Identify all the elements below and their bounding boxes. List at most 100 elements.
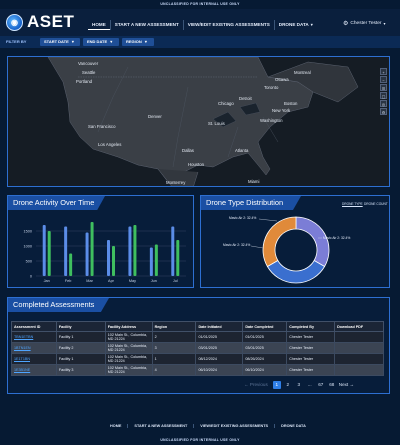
column-header[interactable]: Region (151, 321, 197, 332)
column-header[interactable]: Date Initiated (195, 321, 244, 332)
assessments-table: Assessment ID Facility Facility Address … (11, 321, 384, 376)
assessment-id-cell[interactable]: 1E3B1NE (11, 364, 57, 376)
map-panel[interactable]: Vancouver Seattle Portland San Francisco… (7, 56, 390, 187)
nav-drone-data[interactable]: DRONE DATA ▾ (273, 20, 317, 30)
footer: HOME START A NEW ASSESSMENT VIEW/EDIT EX… (0, 418, 400, 436)
y-tick-label: 0 (30, 274, 32, 278)
next-page-label: Next (338, 382, 349, 387)
address-line-1: 102 Main St., Columbia, (107, 354, 148, 359)
region-cell: 4 (151, 364, 197, 376)
completed-by-cell: Chester Tester (286, 364, 336, 376)
column-header[interactable]: Completed By (286, 321, 336, 332)
x-tick-label: Apr (108, 279, 115, 283)
bar (69, 253, 73, 276)
address-line-1: 102 Main St., Columbia, (107, 332, 148, 337)
main-nav: HOME START A NEW ASSESSMENT VIEW/EDIT EX… (88, 20, 317, 30)
x-tick-label: Mar (86, 279, 93, 283)
city-label: Atlanta (235, 148, 249, 153)
footer-nav-drone-data[interactable]: DRONE DATA (274, 424, 312, 428)
nav-drone-data-label: DRONE DATA (278, 22, 309, 27)
footer-nav: HOME START A NEW ASSESSMENT VIEW/EDIT EX… (104, 424, 312, 428)
previous-page-button[interactable]: ← Previous (244, 382, 268, 387)
download-pdf-cell[interactable] (334, 364, 384, 376)
bar (133, 225, 137, 276)
footer-nav-view-assessments[interactable]: VIEW/EDIT EXISTING ASSESSMENTS (193, 424, 274, 428)
city-label: Dallas (182, 148, 194, 153)
nav-start-assessment[interactable]: START A NEW ASSESSMENT (109, 20, 183, 30)
north-america-map[interactable] (8, 57, 390, 187)
donut-slice (262, 216, 297, 268)
download-pdf-cell[interactable] (334, 353, 384, 365)
column-header[interactable]: Facility (55, 321, 106, 332)
region-filter[interactable]: REGION ▾ (122, 38, 154, 46)
date-initiated-cell: 01/01/2025 (195, 331, 244, 343)
completed-by-cell: Chester Tester (286, 331, 336, 343)
map-toolbar: + − ☰ ▢ ◎ ⚙ (380, 68, 387, 116)
assessment-id-cell[interactable]: 1E1T1BN (11, 353, 57, 365)
bar (90, 222, 94, 276)
region-cell: 1 (151, 353, 197, 365)
fullscreen-icon[interactable]: ▢ (380, 92, 387, 99)
region-filter-label: REGION (126, 39, 142, 44)
date-initiated-cell: 08/12/2024 (195, 353, 244, 365)
address-line-2: MD 21224 (107, 337, 125, 341)
facility-cell: Facility 2 (55, 342, 106, 354)
drone-type-toggle[interactable]: DRONE TYPE (342, 202, 363, 206)
bar (64, 226, 68, 276)
column-header[interactable]: Date Completed (242, 321, 288, 332)
locate-icon[interactable]: ◎ (380, 100, 387, 107)
start-date-filter-label: START DATE (44, 39, 69, 44)
address-line-2: MD 21224 (107, 359, 125, 363)
x-tick-label: Jun (151, 279, 157, 283)
footer-nav-home[interactable]: HOME (110, 424, 122, 428)
city-label: Houston (188, 162, 205, 167)
settings-icon[interactable]: ⚙ (380, 108, 387, 115)
assessment-id-link[interactable]: TBN1ETBN (14, 334, 34, 339)
date-initiated-cell: 06/10/2024 (195, 364, 244, 376)
page-button[interactable]: 68 (329, 382, 335, 387)
bar (176, 240, 180, 276)
next-page-button[interactable]: Next → (338, 382, 355, 387)
activity-bar-chart: 1500 1000 500 0 Jan Feb Mar Apr May Jun Jul (24, 222, 186, 283)
assessments-title: Completed Assessments (8, 298, 109, 312)
zoom-in-icon[interactable]: + (380, 68, 387, 75)
zoom-out-icon[interactable]: − (380, 76, 387, 83)
completed-by-cell: Chester Tester (286, 353, 336, 365)
bar (154, 244, 158, 276)
download-pdf-cell[interactable] (334, 331, 384, 343)
distribution-chart-panel: Drone Type Distribution DRONE TYPE DRONE… (200, 195, 390, 288)
column-header[interactable]: Facility Address (104, 321, 153, 332)
date-completed-cell: 08/26/2024 (242, 353, 288, 365)
app-logo[interactable]: ◉ ASET (6, 12, 74, 32)
nav-home[interactable]: HOME (88, 20, 110, 30)
donut-slice (295, 216, 330, 268)
page-button[interactable]: 67 (318, 382, 324, 387)
city-label: Washington (260, 118, 283, 123)
assessment-id-cell[interactable]: TBN1ETBN (11, 331, 57, 343)
pagination: ← Previous 1 2 3 ... 67 68 Next → (244, 381, 357, 389)
drone-count-toggle[interactable]: DRONE COUNT (364, 202, 388, 206)
user-menu[interactable]: ⚙ Chester Tester ▾ (343, 20, 386, 27)
column-header[interactable]: Download PDF (334, 321, 384, 332)
assessment-id-cell[interactable]: 1BTN1EN (11, 342, 57, 354)
page-button[interactable]: 1 (272, 381, 281, 389)
footer-nav-start-assessment[interactable]: START A NEW ASSESSMENT (127, 424, 193, 428)
assessment-id-link[interactable]: 1BTN1EN (14, 345, 31, 350)
page-button[interactable]: 2 (286, 382, 290, 387)
nav-view-assessments[interactable]: VIEW/EDIT EXISTING ASSESSMENTS (182, 20, 274, 30)
facility-cell: Facility 1 (55, 353, 106, 365)
x-tick-label: Jul (173, 279, 178, 283)
start-date-filter[interactable]: START DATE ▾ (40, 38, 80, 46)
date-completed-cell: 03/01/2025 (242, 342, 288, 354)
end-date-filter[interactable]: END DATE ▾ (83, 38, 119, 46)
chevron-down-icon: ▾ (71, 39, 74, 44)
page-button[interactable]: 3 (297, 382, 301, 387)
facility-cell: Facility 3 (55, 364, 106, 376)
column-header[interactable]: Assessment ID (11, 321, 57, 332)
assessment-id-link[interactable]: 1E3B1NE (14, 367, 31, 372)
assessment-id-link[interactable]: 1E1T1BN (14, 356, 30, 361)
city-label: Boston (284, 101, 298, 106)
layers-icon[interactable]: ☰ (380, 84, 387, 91)
download-pdf-cell[interactable] (334, 342, 384, 354)
bar (42, 225, 46, 276)
